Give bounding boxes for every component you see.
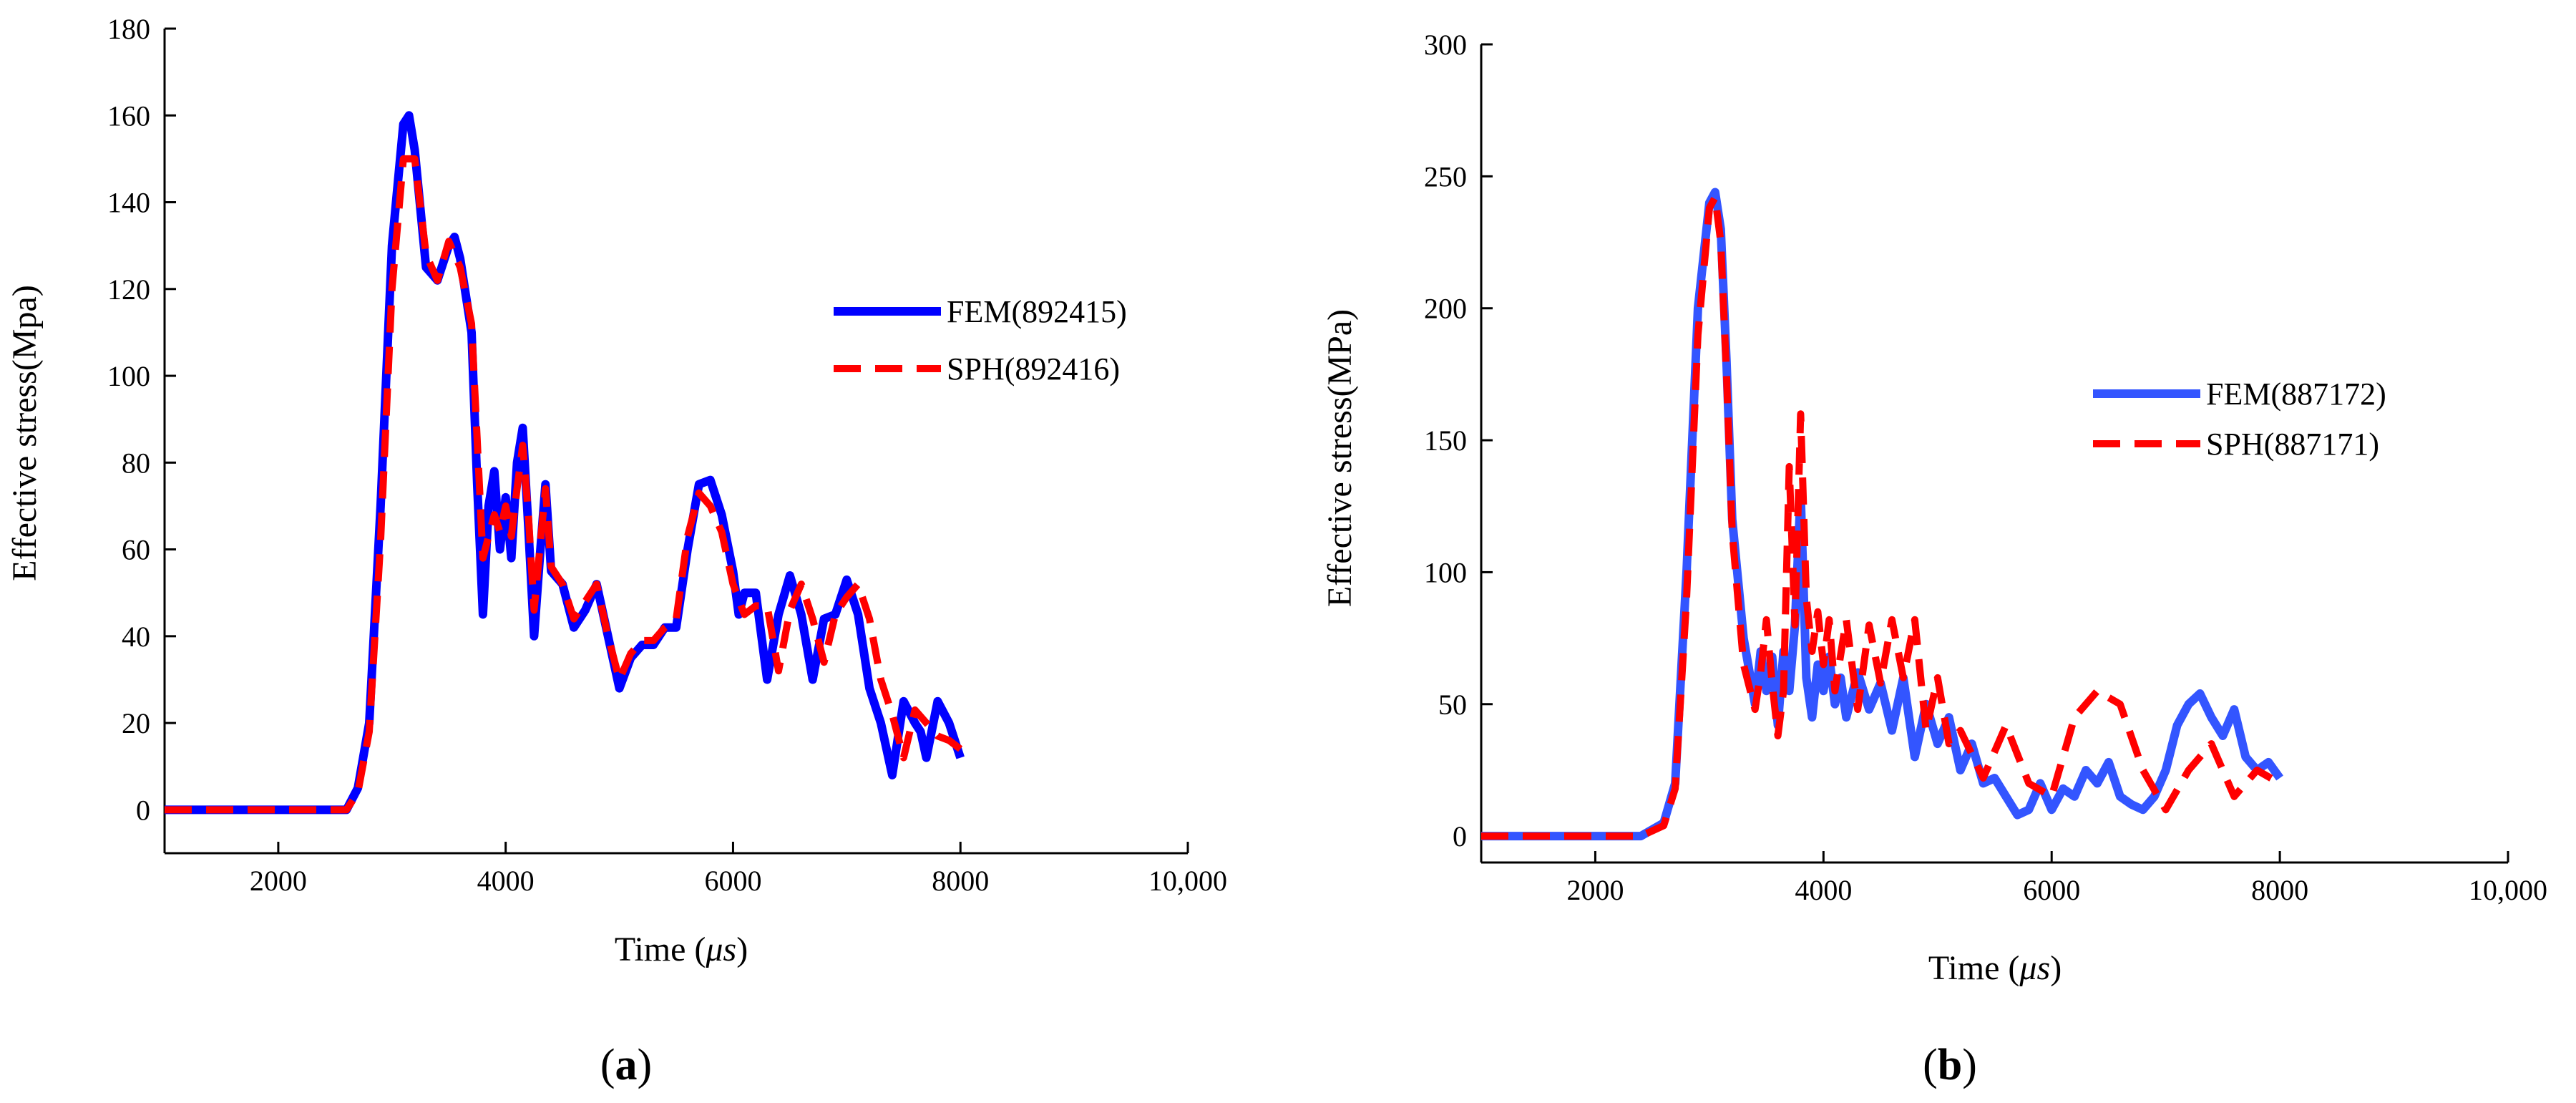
panel-label: (b) — [1923, 1041, 1977, 1089]
x-tick-label: 4000 — [1795, 874, 1852, 906]
x-tick-label: 8000 — [2251, 874, 2308, 906]
x-axis-label: Time (μs) — [1928, 949, 2062, 987]
plot-area: 0 20 40 60 80 100 120 140 160 180 2000 4000 6000 8000… — [107, 13, 1227, 897]
y-tick-label: 20 — [122, 707, 150, 739]
y-axis-label: Effective stress(MPa) — [1321, 309, 1359, 607]
x-axis-label: Time (μs) — [615, 930, 748, 968]
x-tick-label: 6000 — [2023, 874, 2080, 906]
y-tick-label: 0 — [1453, 820, 1467, 852]
y-tick-label: 300 — [1424, 29, 1467, 61]
y-tick-label: 250 — [1424, 160, 1467, 193]
y-tick-label: 200 — [1424, 293, 1467, 325]
legend-label: FEM(892415) — [947, 294, 1127, 329]
x-tick-label: 2000 — [1566, 874, 1624, 906]
y-tick-label: 80 — [122, 447, 150, 479]
y-tick-label: 60 — [122, 534, 150, 566]
series-line-fem — [1481, 188, 2283, 841]
x-tick-label: 10,000 — [1148, 865, 1227, 897]
x-tick-label: 8000 — [932, 865, 989, 897]
series-line-sph — [1481, 193, 2282, 840]
y-tick-label: 120 — [107, 273, 150, 306]
y-tick-label: 140 — [107, 187, 150, 219]
y-axis-label: Effective stress(Mpa) — [6, 285, 44, 581]
y-tick-label: 50 — [1438, 689, 1467, 721]
chart-panel-b: 0 50 100 150 200 250 300 2000 4000 6000 8000 10,000… — [1321, 29, 2547, 1089]
x-tick-label: 4000 — [477, 865, 535, 897]
y-tick-label: 0 — [136, 794, 150, 826]
x-tick-label: 6000 — [704, 865, 761, 897]
y-tick-label: 100 — [1424, 556, 1467, 588]
legend-label: SPH(887171) — [2206, 427, 2379, 462]
legend-label: SPH(892416) — [947, 351, 1120, 387]
y-tick-label: 180 — [107, 13, 150, 45]
series-line-sph — [165, 155, 963, 814]
x-tick-label: 2000 — [250, 865, 307, 897]
chart-panel-a: 0 20 40 60 80 100 120 140 160 180 2000 4000 6000 8000… — [6, 13, 1227, 1089]
panel-label: (a) — [600, 1041, 652, 1089]
series-line-fem — [165, 111, 965, 815]
x-tick-label: 10,000 — [2469, 874, 2547, 906]
y-tick-label: 40 — [122, 621, 150, 653]
y-tick-label: 160 — [107, 99, 150, 132]
plot-area: 0 50 100 150 200 250 300 2000 4000 6000 8000 10,000… — [1424, 29, 2547, 906]
y-tick-label: 100 — [107, 360, 150, 392]
legend-label: FEM(887172) — [2206, 376, 2386, 412]
y-tick-label: 150 — [1424, 424, 1467, 457]
